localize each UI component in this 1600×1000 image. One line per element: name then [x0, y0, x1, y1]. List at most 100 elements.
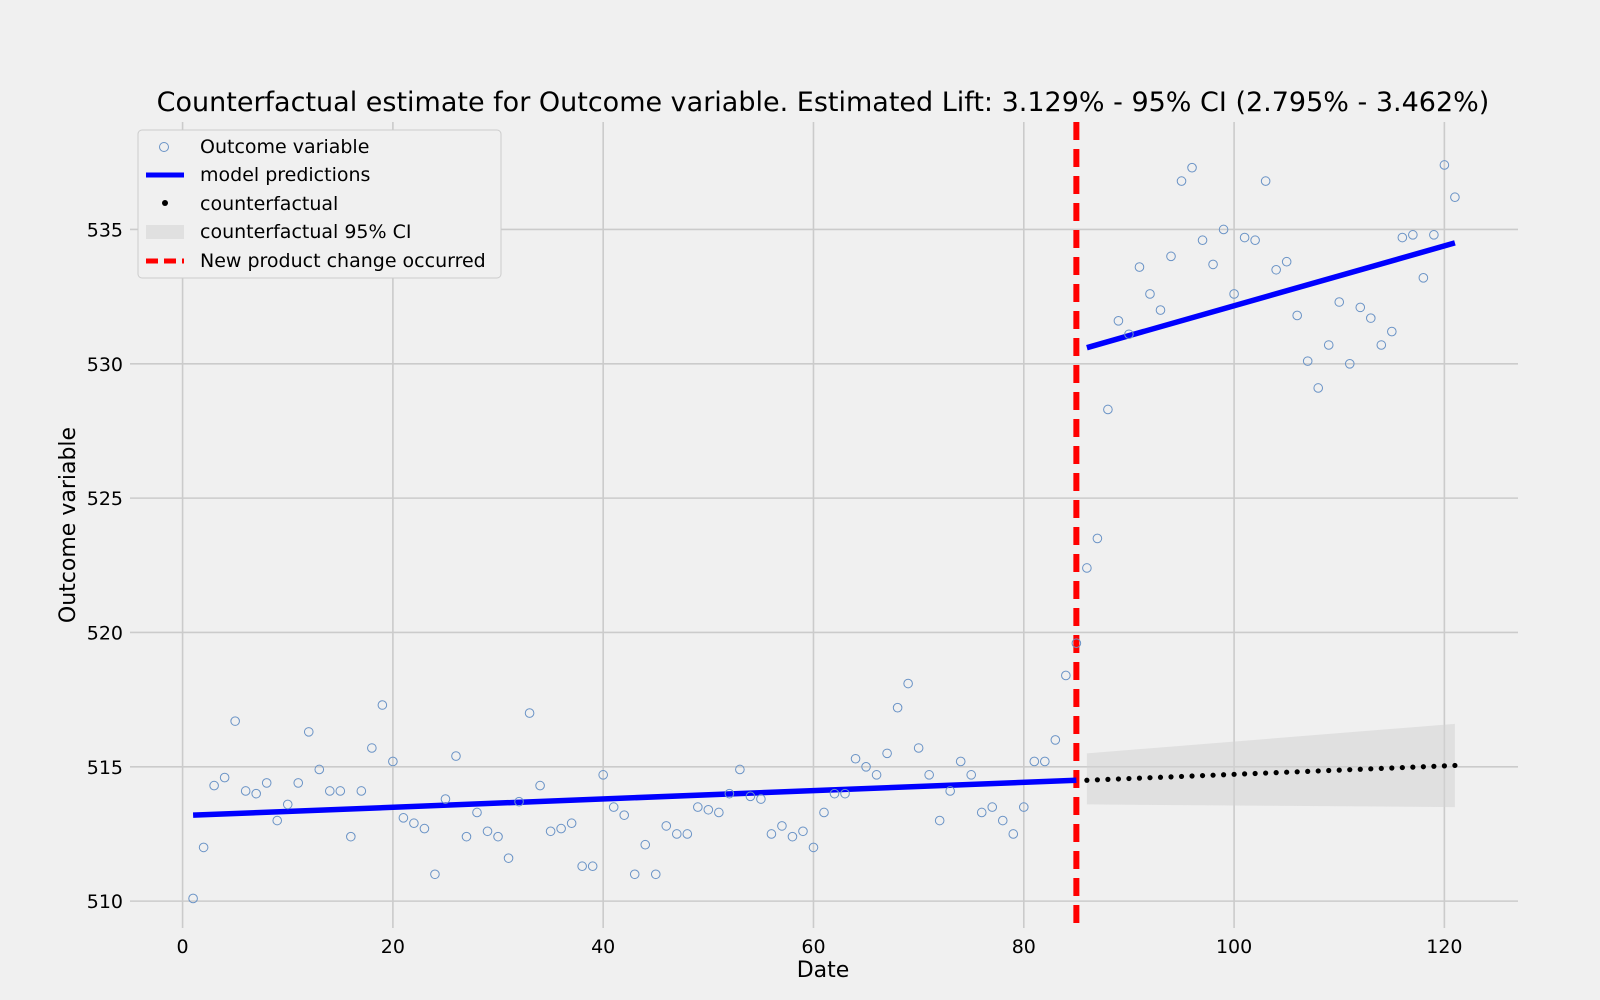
chart-title: Counterfactual estimate for Outcome vari… [157, 87, 1490, 118]
x-tick-label: 20 [381, 936, 405, 958]
counterfactual-point [1157, 774, 1164, 780]
observed-point [1176, 176, 1187, 186]
counterfactual-point [1220, 772, 1227, 778]
observed-points-layer [188, 160, 1460, 904]
legend-label-ci: counterfactual 95% CI [200, 221, 411, 243]
observed-point [419, 823, 430, 834]
observed-point [724, 788, 735, 799]
observed-point [493, 831, 503, 842]
observed-point [1082, 563, 1092, 573]
observed-point [1260, 176, 1271, 186]
legend-label-intervention: New product change occurred [200, 250, 486, 272]
counterfactual-point [1105, 776, 1111, 782]
observed-point [388, 756, 398, 767]
legend: Outcome variable model predictions count… [137, 129, 502, 279]
observed-point [1450, 192, 1460, 203]
observed-point [1292, 310, 1302, 321]
observed-point [1187, 162, 1197, 173]
observed-point [514, 796, 524, 807]
x-tick-label: 40 [591, 936, 615, 958]
legend-label-counterfactual: counterfactual [200, 193, 338, 215]
observed-point [714, 807, 724, 818]
observed-point [1313, 383, 1324, 393]
observed-point [1302, 356, 1313, 366]
observed-point [461, 831, 472, 842]
y-tick-label: 525 [87, 488, 123, 510]
observed-point [1397, 232, 1408, 243]
observed-point [840, 788, 850, 799]
observed-point [1418, 273, 1429, 283]
observed-point [798, 826, 808, 837]
observed-point [808, 842, 819, 853]
observed-point [861, 762, 871, 772]
observed-point [482, 826, 493, 837]
counterfactual-point [1315, 768, 1321, 774]
counterfactual-point [1399, 764, 1405, 771]
counterfactual-point [1326, 767, 1332, 774]
y-tick-label: 530 [87, 354, 123, 376]
observed-point [629, 869, 640, 880]
grid [130, 122, 1518, 928]
observed-point [1365, 313, 1376, 323]
x-axis-title: Date [797, 958, 850, 983]
counterfactual-point [1189, 773, 1195, 779]
legend-marker-observed [159, 142, 169, 152]
observed-point [503, 853, 514, 863]
observed-point [1029, 756, 1040, 767]
counterfactual-point [1263, 770, 1269, 776]
observed-point [303, 727, 314, 737]
observed-point [735, 764, 745, 775]
model-prediction-line [192, 777, 1077, 818]
x-tick-label: 100 [1216, 936, 1252, 958]
observed-point [377, 700, 388, 710]
counterfactual-point [1441, 763, 1447, 769]
observed-point [219, 772, 230, 783]
observed-point [314, 764, 325, 775]
observed-point [1134, 262, 1145, 272]
observed-point [1071, 638, 1082, 649]
observed-point [987, 802, 998, 812]
y-tick-label: 520 [87, 622, 123, 644]
observed-point [451, 751, 461, 761]
observed-point [1355, 302, 1366, 313]
observed-point [913, 743, 924, 753]
counterfactual-point [1378, 765, 1384, 772]
observed-point [1281, 256, 1292, 267]
observed-point [871, 770, 882, 780]
x-tick-label: 60 [801, 936, 825, 958]
ci-band-layer [1086, 723, 1455, 808]
x-tick-label: 120 [1426, 936, 1462, 958]
y-tick-label: 535 [87, 219, 123, 241]
observed-point [829, 788, 840, 799]
observed-point [955, 756, 966, 767]
observed-point [1376, 340, 1387, 350]
counterfactual-point [1242, 771, 1248, 777]
observed-point [346, 831, 356, 842]
counterfactual-point [1084, 777, 1090, 783]
counterfactual-point [1431, 763, 1437, 769]
counterfactual-point [1368, 766, 1374, 772]
tick-labels: 0 20 40 60 80 100 120 510 515 520 525 530 535 [87, 219, 1463, 958]
observed-point [188, 893, 198, 904]
x-tick-label: 80 [1012, 936, 1036, 958]
counterfactual-point [1094, 777, 1100, 783]
observed-point [1197, 235, 1208, 246]
observed-point [766, 829, 777, 839]
observed-point [671, 829, 682, 839]
observed-point [756, 794, 766, 804]
observed-point [1018, 802, 1029, 812]
observed-point [1408, 230, 1418, 240]
observed-point [619, 810, 630, 820]
observed-point [882, 748, 892, 759]
observed-point [440, 794, 451, 804]
legend-marker-ci [146, 225, 184, 239]
observed-point [1429, 230, 1439, 240]
y-tick-label: 515 [87, 757, 123, 779]
observed-point [934, 815, 945, 826]
observed-point [556, 823, 566, 834]
counterfactual-point [1147, 775, 1153, 781]
counterfactual-point [1410, 764, 1416, 770]
legend-box [137, 129, 502, 279]
counterfactual-layer [1084, 762, 1458, 783]
observed-point [1113, 316, 1124, 326]
